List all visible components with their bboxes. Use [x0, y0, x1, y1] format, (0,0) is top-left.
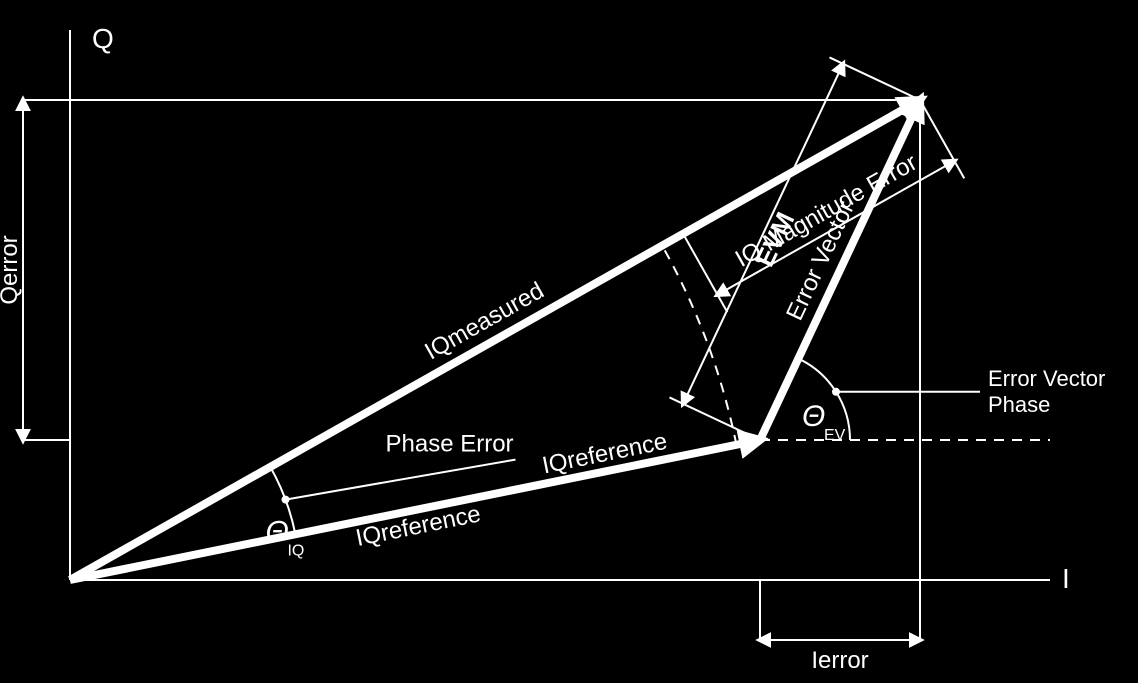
i-axis-label: I: [1062, 563, 1070, 594]
q-axis-label: Q: [92, 23, 114, 54]
ierror-label: Ierror: [811, 647, 868, 674]
evm-vector-diagram: Q I Qerror Ierror Phase Error Θ IQ Error Vector…: [0, 0, 1138, 683]
theta-iq-subscript: IQ: [287, 543, 304, 560]
theta-ev-subscript: EV: [824, 427, 846, 444]
phase-error-label: Phase Error: [385, 431, 513, 458]
error-vector-phase-l2: Phase: [988, 392, 1050, 417]
qerror-label: Qerror: [0, 235, 23, 304]
theta-ev-symbol: Θ: [802, 400, 825, 433]
error-vector-phase-l1: Error Vector: [988, 366, 1105, 391]
